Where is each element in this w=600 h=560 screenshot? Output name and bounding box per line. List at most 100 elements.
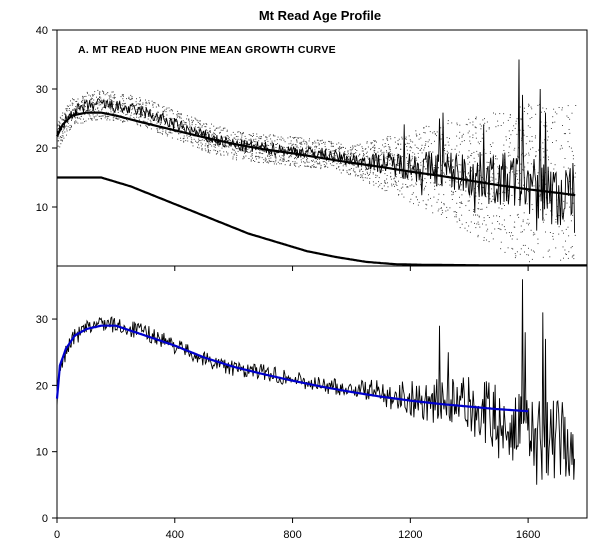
scatter-point (74, 108, 76, 110)
scatter-point (326, 149, 328, 151)
scatter-point (572, 202, 574, 204)
scatter-point (397, 165, 399, 167)
scatter-point (280, 146, 282, 148)
scatter-point (314, 146, 316, 148)
scatter-point (242, 132, 244, 133)
scatter-point (481, 176, 483, 178)
scatter-point (390, 172, 392, 174)
scatter-point (550, 210, 552, 212)
scatter-point (415, 196, 417, 198)
scatter-point (329, 154, 331, 156)
scatter-point (512, 235, 514, 236)
scatter-point (406, 186, 408, 188)
scatter-point (538, 149, 540, 151)
scatter-point (155, 114, 157, 116)
scatter-point (71, 125, 72, 127)
scatter-point (197, 146, 198, 148)
scatter-point (400, 143, 402, 145)
scatter-point (531, 258, 533, 260)
scatter-point (180, 137, 181, 139)
scatter-point (250, 160, 252, 162)
scatter-point (276, 139, 278, 141)
scatter-point (214, 129, 216, 131)
scatter-point (280, 163, 282, 165)
scatter-point (106, 93, 108, 95)
scatter-point (66, 130, 68, 132)
scatter-point (205, 139, 207, 140)
scatter-point (328, 149, 330, 150)
scatter-point (383, 153, 385, 155)
scatter-point (532, 208, 534, 210)
scatter-point (497, 221, 499, 222)
scatter-point (495, 113, 496, 115)
scatter-point (279, 138, 281, 140)
scatter-point (406, 149, 408, 151)
scatter-point (529, 126, 531, 128)
scatter-point (162, 128, 164, 130)
scatter-point (406, 146, 408, 148)
scatter-point (509, 114, 511, 116)
scatter-point (108, 98, 110, 100)
scatter-point (400, 187, 402, 189)
scatter-point (503, 122, 504, 124)
scatter-point (319, 140, 321, 142)
scatter-point (530, 249, 532, 251)
scatter-point (99, 94, 101, 95)
scatter-point (103, 106, 104, 108)
scatter-point (411, 178, 413, 180)
scatter-point (446, 206, 448, 208)
scatter-point (275, 160, 277, 162)
scatter-point (375, 156, 377, 158)
scatter-point (126, 98, 127, 100)
scatter-point (108, 95, 110, 97)
scatter-point (75, 108, 77, 110)
scatter-point (324, 146, 326, 148)
scatter-point (502, 190, 504, 192)
scatter-point (117, 103, 119, 105)
scatter-point (61, 137, 63, 138)
scatter-point (151, 100, 153, 102)
scatter-point (356, 150, 358, 151)
scatter-point (378, 177, 380, 179)
scatter-point (164, 123, 166, 125)
scatter-point (142, 103, 144, 105)
scatter-point (243, 155, 245, 157)
scatter-point (554, 164, 556, 166)
scatter-point (517, 213, 519, 215)
scatter-point (520, 231, 522, 233)
scatter-point (361, 176, 363, 178)
scatter-point (376, 157, 378, 159)
scatter-point (247, 148, 249, 150)
scatter-point (375, 159, 377, 161)
scatter-point (167, 133, 169, 135)
scatter-point (398, 138, 400, 140)
scatter-point (104, 94, 106, 96)
scatter-point (306, 144, 308, 146)
scatter-point (459, 131, 461, 133)
scatter-point (491, 222, 493, 224)
panel-b-x-axis: 0 400 800 1200 1600 (54, 518, 540, 541)
scatter-point (122, 95, 124, 97)
scatter-point (111, 105, 113, 107)
scatter-point (142, 106, 144, 108)
scatter-point (472, 137, 474, 139)
scatter-point (166, 135, 168, 137)
scatter-point (284, 164, 286, 166)
scatter-point (512, 130, 514, 132)
scatter-point (120, 96, 122, 98)
scatter-point (66, 128, 68, 130)
scatter-point (255, 138, 257, 140)
scatter-point (58, 135, 60, 137)
scatter-point (271, 154, 273, 156)
scatter-point (511, 194, 513, 196)
scatter-point (164, 118, 166, 120)
scatter-point (389, 148, 391, 150)
scatter-point (499, 113, 501, 115)
scatter-point (236, 147, 238, 149)
scatter-point (169, 130, 171, 132)
scatter-point (102, 91, 104, 92)
scatter-point (345, 147, 346, 149)
scatter-point (511, 247, 513, 249)
scatter-point (129, 116, 131, 118)
